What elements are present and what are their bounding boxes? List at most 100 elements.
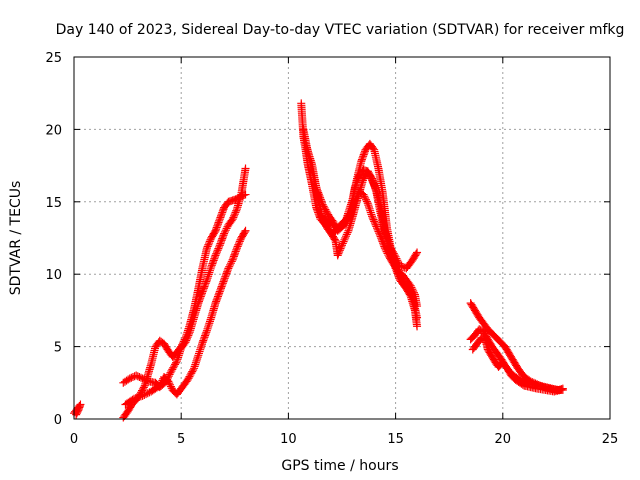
chart-title: Day 140 of 2023, Sidereal Day-to-day VTE… [56, 22, 625, 38]
data-point-marker [391, 264, 400, 273]
data-point-marker [173, 355, 182, 364]
data-point-marker [231, 208, 240, 217]
data-point-marker [203, 242, 212, 251]
data-point-marker [225, 262, 234, 271]
data-point-marker [220, 229, 229, 238]
data-point-marker [338, 241, 346, 250]
data-point-marker [176, 345, 185, 354]
data-point-marker [360, 148, 369, 157]
series-arc-a [70, 400, 85, 419]
data-point-marker [143, 389, 152, 398]
data-point-marker [218, 208, 227, 217]
data-point-marker [226, 260, 235, 269]
data-point-marker [217, 211, 226, 220]
data-point-marker [194, 299, 203, 308]
data-point-marker [175, 349, 184, 358]
data-point-marker [197, 290, 206, 299]
data-point-marker [232, 244, 241, 253]
data-point-marker [207, 261, 216, 270]
data-point-marker [212, 295, 221, 304]
data-point-marker [229, 213, 238, 222]
data-point-marker [193, 355, 202, 364]
data-point-marker [367, 210, 376, 219]
data-point-marker [199, 336, 208, 345]
data-point-marker [219, 231, 228, 240]
data-point-marker [228, 215, 237, 224]
data-point-marker [181, 338, 190, 347]
data-point-marker [201, 280, 210, 289]
data-point-marker [204, 270, 213, 279]
data-point-marker [203, 274, 212, 283]
data-point-marker [157, 378, 166, 387]
data-point-marker [139, 383, 148, 392]
data-point-marker [366, 208, 375, 217]
data-point-marker [204, 322, 213, 331]
x-axis-title: GPS time / hours [281, 458, 398, 474]
data-point-marker [183, 375, 192, 384]
data-point-marker [194, 351, 203, 360]
x-tick-label: 10 [280, 432, 297, 447]
data-point-marker [230, 211, 239, 220]
data-point-marker [192, 356, 201, 365]
data-point-marker [371, 183, 380, 192]
data-point-marker [205, 268, 214, 277]
data-point-marker [191, 358, 200, 367]
data-point-marker [195, 347, 204, 356]
data-point-marker [241, 164, 250, 173]
data-point-marker [210, 254, 219, 263]
data-point-marker [201, 331, 210, 340]
y-tick-label: 0 [54, 413, 62, 428]
data-point-marker [198, 287, 207, 296]
data-point-marker [210, 253, 219, 262]
data-point-marker [183, 333, 192, 342]
data-point-marker [334, 249, 343, 258]
data-point-marker [364, 202, 373, 211]
data-point-marker [368, 176, 377, 185]
data-point-marker [215, 216, 224, 225]
data-point-marker [203, 324, 212, 333]
data-point-marker [215, 242, 224, 251]
data-point-marker [413, 248, 422, 257]
data-point-marker [205, 237, 214, 246]
data-point-marker [231, 249, 240, 258]
data-point-marker [215, 289, 224, 298]
data-point-marker [235, 237, 244, 246]
data-point-marker [216, 285, 225, 294]
data-point-marker [206, 264, 215, 273]
data-point-marker [366, 206, 375, 215]
data-point-marker [221, 271, 230, 280]
data-point-marker [230, 250, 239, 259]
data-point-marker [358, 153, 367, 162]
data-point-marker [368, 212, 377, 221]
data-point-marker [167, 367, 176, 376]
data-point-marker [212, 247, 221, 256]
data-point-marker [185, 372, 194, 381]
data-point-marker [234, 240, 243, 249]
data-point-marker [202, 277, 211, 286]
data-point-marker [360, 192, 369, 201]
data-point-marker [223, 266, 232, 275]
data-point-marker [233, 242, 242, 251]
data-point-marker [72, 410, 81, 419]
data-point-marker [394, 271, 403, 280]
data-point-marker [222, 224, 231, 233]
data-series [70, 99, 567, 422]
series-arc-d [121, 226, 250, 409]
data-point-marker [138, 391, 147, 400]
data-point-marker [369, 180, 378, 189]
data-point-marker [335, 246, 344, 255]
data-point-marker [217, 282, 226, 291]
data-point-marker [232, 245, 241, 254]
data-point-marker [394, 272, 403, 281]
data-point-marker [198, 340, 207, 349]
data-point-marker [196, 345, 205, 354]
data-point-marker [217, 284, 226, 293]
data-point-marker [168, 365, 177, 374]
x-tick-label: 25 [602, 432, 619, 447]
data-point-marker [201, 279, 210, 288]
data-point-marker [174, 353, 183, 362]
data-point-marker [213, 292, 222, 301]
data-point-marker [363, 199, 372, 208]
data-point-marker [343, 228, 352, 237]
